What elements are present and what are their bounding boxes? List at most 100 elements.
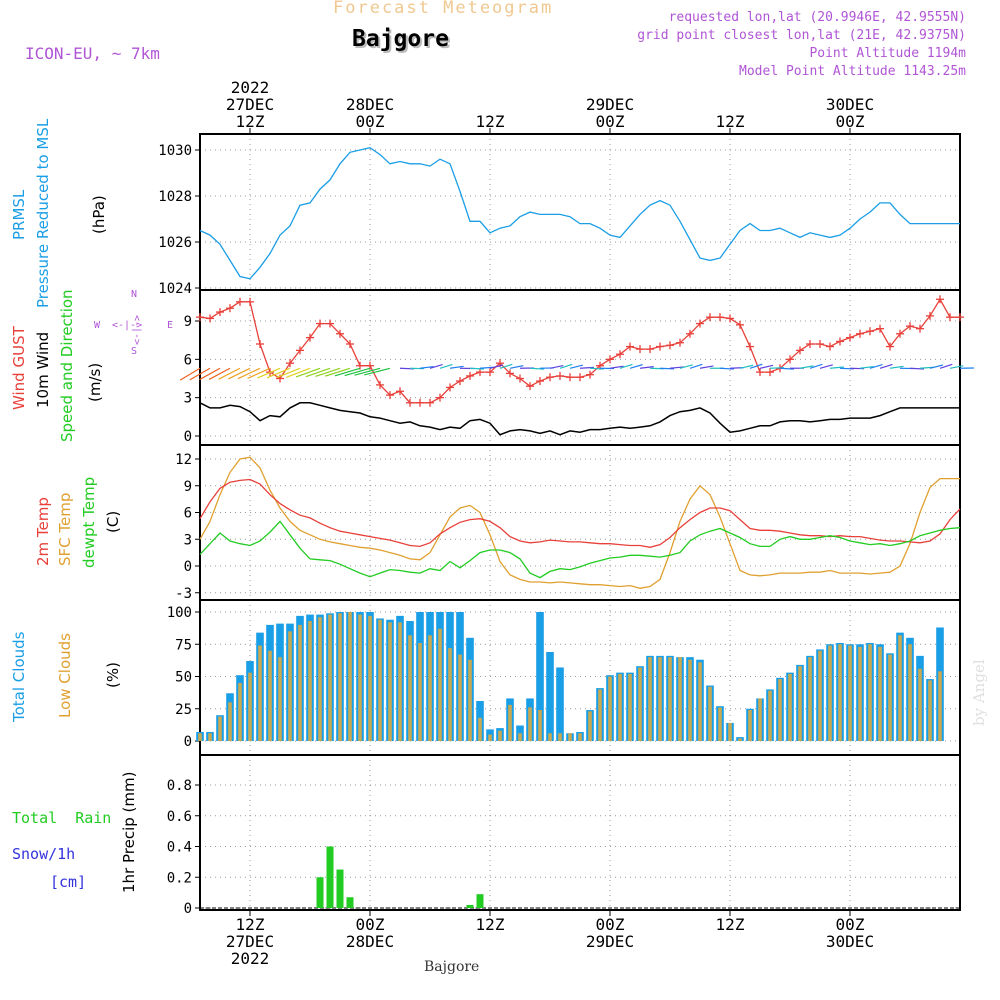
low-cloud-bar bbox=[538, 710, 542, 741]
low-cloud-bar bbox=[238, 682, 242, 741]
low-cloud-bar bbox=[658, 657, 662, 741]
wind-arrow bbox=[949, 365, 964, 369]
low-cloud-bar bbox=[628, 673, 632, 741]
wind-arrow bbox=[305, 367, 331, 378]
wind-arrow bbox=[589, 367, 604, 370]
low-cloud-bar bbox=[318, 617, 322, 741]
panel-frame bbox=[199, 444, 961, 601]
low-cloud-bar bbox=[768, 690, 772, 741]
low-cloud-bar bbox=[548, 733, 552, 741]
x-tick-label-bottom: 12Z bbox=[476, 915, 505, 934]
low-cloud-bar bbox=[408, 635, 412, 741]
wind-arrow bbox=[218, 367, 241, 380]
low-cloud-bar bbox=[498, 730, 502, 741]
wind-arrow bbox=[449, 365, 464, 369]
low-cloud-bar bbox=[868, 644, 872, 741]
wind-arrow bbox=[266, 367, 291, 379]
compass-n: N bbox=[131, 289, 138, 300]
low-cloud-bar bbox=[518, 733, 522, 741]
point-altitude: Point Altitude 1194m bbox=[809, 46, 966, 61]
grid-point-coords: grid point closest lon,lat (21E, 42.9375… bbox=[637, 28, 966, 43]
x-tick-label-top: 00Z bbox=[596, 112, 625, 131]
dewpt-line bbox=[199, 520, 961, 579]
low-cloud-bar bbox=[268, 650, 272, 741]
y-tick-label: 0.8 bbox=[167, 778, 192, 794]
compass-s: S bbox=[131, 346, 138, 357]
low-cloud-bar bbox=[618, 673, 622, 741]
low-cloud-bar bbox=[648, 657, 652, 741]
wind-arrow bbox=[228, 367, 251, 380]
low-cloud-bar bbox=[718, 707, 722, 741]
low-cloud-bar bbox=[448, 648, 452, 741]
snow-label: Snow/1h bbox=[12, 845, 76, 863]
low-cloud-bar bbox=[578, 733, 582, 741]
panel-frame bbox=[199, 289, 961, 446]
wind-arrow bbox=[429, 364, 443, 369]
low-cloud-bar bbox=[698, 662, 702, 741]
x-tick-label-top: 27DEC bbox=[226, 95, 274, 114]
wind-arrow bbox=[889, 365, 904, 369]
y-tick-label: 1024 bbox=[158, 281, 192, 297]
low-cloud-bar bbox=[798, 666, 802, 741]
low-cloud-bar bbox=[428, 635, 432, 741]
low-cloud-bar bbox=[218, 716, 222, 741]
panel-frame bbox=[199, 599, 961, 756]
wind-arrow bbox=[439, 363, 453, 369]
wind-arrow bbox=[344, 367, 371, 377]
low-cloud-bar bbox=[678, 657, 682, 741]
gust-line bbox=[199, 298, 960, 404]
wind-arrow bbox=[199, 367, 221, 381]
low-cloud-bar bbox=[938, 671, 942, 741]
x-tick-label-top: 12Z bbox=[476, 112, 505, 131]
wind-arrow bbox=[469, 367, 484, 370]
wind-arrow bbox=[529, 367, 544, 370]
wind-arrow bbox=[315, 367, 341, 377]
low-cloud-bar bbox=[918, 668, 922, 741]
wind-arrow bbox=[364, 367, 391, 376]
wind-arrow bbox=[619, 363, 633, 369]
wind-arrow bbox=[189, 367, 211, 381]
bottom-location: Bajgore bbox=[424, 959, 480, 975]
wind-arrow bbox=[749, 363, 763, 369]
wind-arrow bbox=[549, 364, 564, 369]
wind-arrow bbox=[669, 366, 684, 369]
y-tick-label: 9 bbox=[184, 479, 192, 495]
y-tick-label: 25 bbox=[175, 702, 192, 718]
low-cloud-bar bbox=[908, 644, 912, 741]
total-cloud-bar bbox=[536, 612, 544, 741]
low-cloud-bar bbox=[878, 646, 882, 741]
low-cloud-bar bbox=[568, 733, 572, 741]
wind-arrow bbox=[257, 367, 281, 379]
x-tick-label-top: 29DEC bbox=[586, 95, 634, 114]
wind-arrow bbox=[639, 366, 654, 369]
wind-arrow bbox=[559, 363, 573, 369]
y-tick-label: 9 bbox=[184, 314, 192, 330]
wind-arrow bbox=[247, 367, 271, 379]
wind-arrow bbox=[659, 367, 674, 370]
low-cloud-bar bbox=[668, 657, 672, 741]
forecast-title: Forecast Meteogram bbox=[333, 0, 554, 18]
wind-arrow bbox=[679, 364, 693, 369]
low-cloud-bar bbox=[348, 612, 352, 741]
x-tick-label-bottom: 12Z bbox=[236, 915, 265, 934]
total-cloud-bar bbox=[546, 651, 554, 741]
low-cloud-bar bbox=[688, 659, 692, 741]
sfc-temp-line bbox=[199, 456, 960, 589]
rain-bar bbox=[476, 894, 484, 908]
low-cloud-bar bbox=[858, 646, 862, 741]
panel-frame bbox=[199, 754, 961, 911]
wind-arrow bbox=[699, 365, 714, 369]
x-tick-label-bottom: 00Z bbox=[356, 915, 385, 934]
y-tick-label: 6 bbox=[184, 506, 192, 522]
low-cloud-bar bbox=[248, 672, 252, 741]
wind-arrow bbox=[286, 367, 311, 378]
wind-arrow bbox=[779, 367, 794, 370]
low-cloud-bar bbox=[338, 613, 342, 741]
x-tick-label-top: 00Z bbox=[836, 112, 865, 131]
low-cloud-bar bbox=[638, 667, 642, 741]
low-cloud-bar bbox=[758, 698, 762, 741]
low-cloud-bar bbox=[198, 733, 202, 741]
y-tick-label: 0.6 bbox=[167, 809, 192, 825]
rain-bar bbox=[466, 904, 474, 908]
